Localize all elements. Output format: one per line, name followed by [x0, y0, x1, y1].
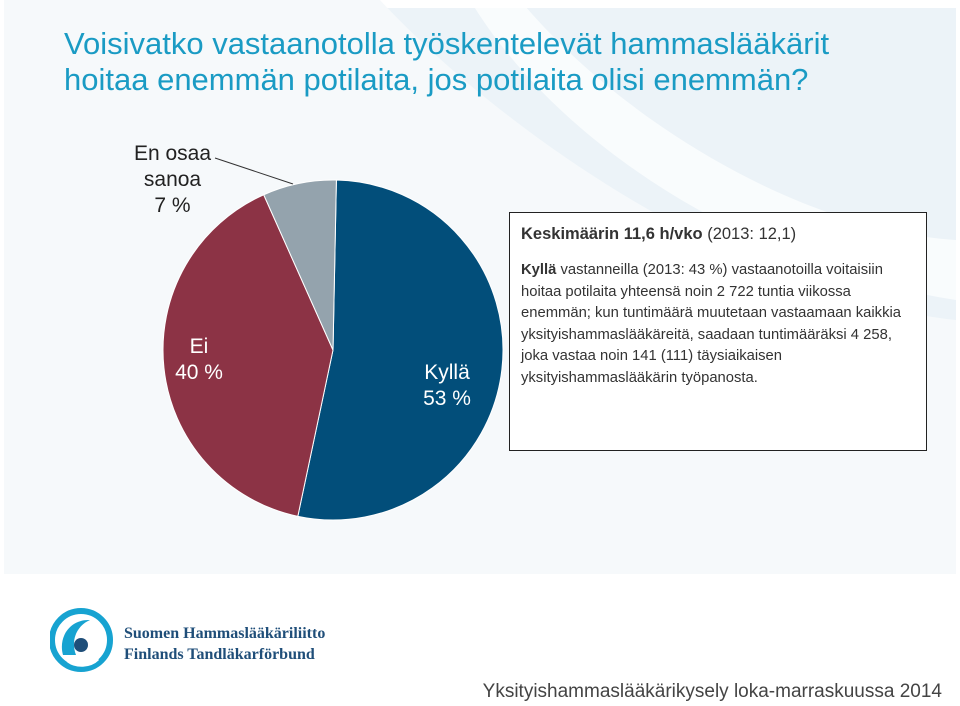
- slice-label-en-osaa-line-1: En osaa: [133, 142, 212, 165]
- slice-label-ei: Ei 40 %: [164, 334, 234, 386]
- info-body-bold: Kyllä: [521, 262, 557, 278]
- slice-label-en-osaa-line-2: sanoa: [143, 168, 202, 191]
- title-line-2: hoitaa enemmän potilaita, jos potilaita …: [64, 62, 809, 97]
- page-title: Voisivatko vastaanotolla työskentelevät …: [64, 26, 944, 98]
- info-headline: Keskimäärin 11,6 h/vko (2013: 12,1): [521, 223, 916, 245]
- pie-slice-en-osaa: [263, 179, 337, 351]
- slice-label-en-osaa: En osaa sanoa 7 %: [115, 141, 230, 219]
- slice-label-en-osaa-value: 7 %: [154, 194, 191, 217]
- info-body-text: vastanneilla (2013: 43 %) vastaanotoilla…: [521, 262, 901, 386]
- organization-name-fi: Suomen Hammaslääkäriliitto: [124, 625, 326, 642]
- info-box: Keskimäärin 11,6 h/vko (2013: 12,1) Kyll…: [509, 212, 927, 451]
- title-line-1: Voisivatko vastaanotolla työskentelevät …: [64, 26, 830, 61]
- organization-name-sv: Finlands Tandläkarförbund: [124, 646, 315, 663]
- slice-label-kylla-value: 53 %: [423, 387, 471, 410]
- organization-logo-icon: [50, 608, 113, 672]
- pie-slice-kylla: [297, 179, 504, 521]
- slice-label-ei-name: Ei: [189, 335, 209, 358]
- slice-label-kylla: Kyllä 53 %: [412, 360, 482, 412]
- slice-label-kylla-name: Kyllä: [424, 361, 470, 384]
- slice-label-ei-value: 40 %: [175, 361, 223, 384]
- info-headline-rest: (2013: 12,1): [702, 225, 797, 243]
- pie-chart: [162, 179, 504, 521]
- info-body: Kyllä vastanneilla (2013: 43 %) vastaano…: [521, 260, 916, 389]
- info-headline-bold: Keskimäärin 11,6 h/vko: [521, 225, 703, 243]
- organization-name: Suomen Hammaslääkäriliitto Finlands Tand…: [124, 623, 325, 665]
- pie-slice-ei: [162, 194, 334, 517]
- footer-text: Yksityishammaslääkärikysely loka-marrask…: [482, 681, 942, 702]
- en-osaa-leader-line: [214, 157, 294, 185]
